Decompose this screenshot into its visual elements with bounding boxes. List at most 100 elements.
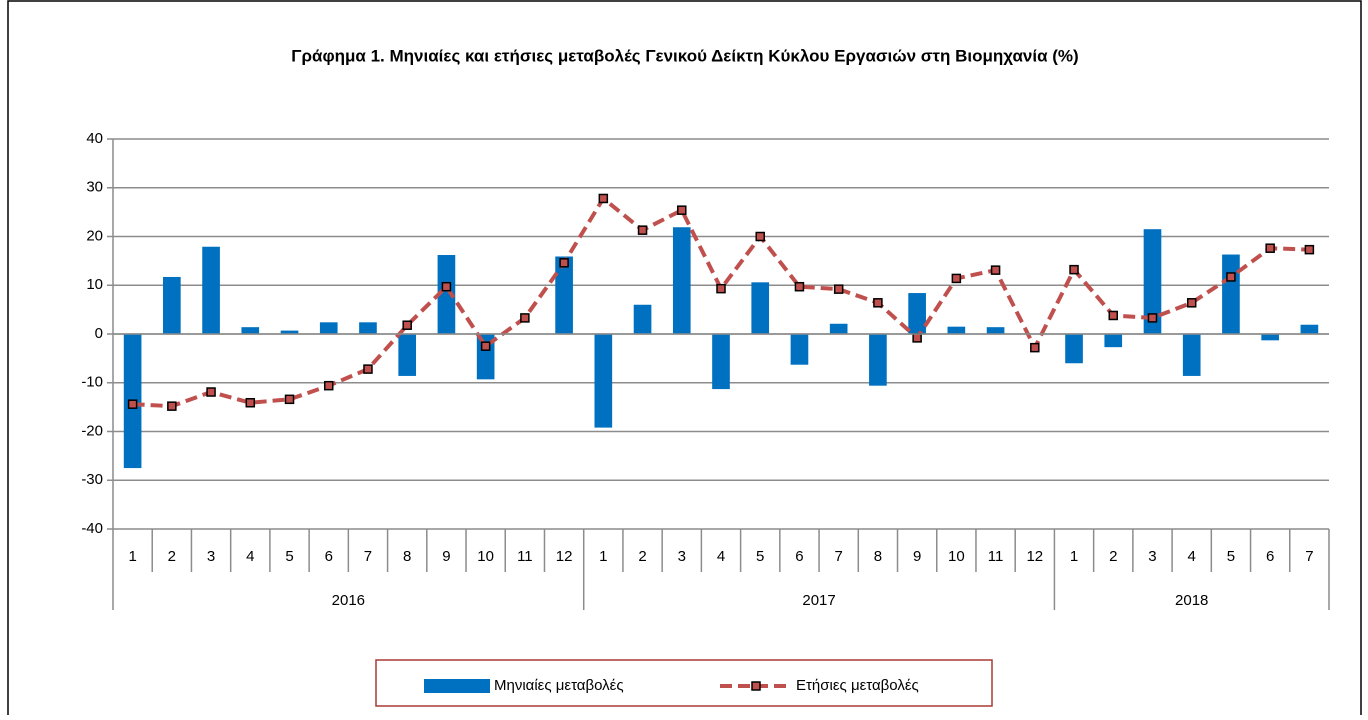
x-tick-label: 1: [599, 548, 607, 565]
bar: [594, 334, 613, 428]
bar: [908, 293, 926, 334]
x-tick-label: 6: [795, 548, 803, 565]
bar: [751, 282, 770, 334]
bar: [1300, 324, 1319, 334]
marker: [441, 281, 452, 292]
x-tick-label: 4: [246, 548, 254, 565]
bar: [790, 334, 809, 365]
bar: [986, 327, 1005, 334]
x-tick-label: 7: [835, 548, 843, 565]
bar: [712, 334, 730, 390]
bar: [633, 304, 652, 334]
legend-marker: [751, 681, 761, 691]
marker: [1108, 310, 1119, 321]
x-tick-label: 2: [638, 548, 646, 565]
legend-label: Μηνιαίες μεταβολές: [494, 677, 624, 694]
marker: [637, 225, 648, 235]
legend-swatch: [424, 679, 490, 693]
marker: [206, 387, 216, 397]
marker: [402, 320, 412, 330]
bar: [869, 334, 887, 386]
y-tick-label: -10: [81, 374, 103, 391]
chart-frame: [7, 0, 1362, 720]
bar: [1065, 334, 1083, 364]
marker: [323, 380, 334, 391]
marker: [833, 284, 844, 294]
x-tick-label: 5: [1227, 548, 1235, 565]
marker: [1226, 272, 1236, 282]
x-tick-label: 2: [1109, 548, 1117, 565]
x-tick-label: 7: [364, 548, 372, 565]
x-tick-label: 10: [477, 548, 494, 565]
marker: [990, 265, 1001, 275]
y-tick-label: -20: [81, 422, 103, 439]
x-tick-label: 9: [442, 548, 450, 565]
marker: [363, 364, 373, 374]
x-tick-label: 5: [285, 548, 293, 565]
x-tick-label: 11: [988, 548, 1004, 565]
bar: [1222, 254, 1240, 334]
marker: [167, 401, 177, 411]
marker: [912, 333, 922, 343]
marker: [716, 283, 726, 294]
chart-title: Γράφημα 1. Μηνιαίες και ετήσιες μεταβολέ…: [291, 46, 1078, 65]
marker: [559, 258, 569, 268]
marker: [677, 205, 687, 215]
bar: [280, 330, 299, 334]
y-tick-label: 30: [86, 179, 103, 196]
x-tick-label: 9: [913, 548, 921, 565]
bar: [947, 326, 966, 334]
x-tick-label: 4: [717, 548, 725, 565]
x-tick-label: 8: [403, 548, 411, 565]
marker: [873, 298, 883, 308]
bar: [202, 246, 220, 334]
x-tick-label: 12: [1026, 548, 1043, 565]
y-tick-label: 10: [86, 276, 103, 293]
group-label: 2016: [332, 592, 365, 609]
bar: [1104, 334, 1123, 348]
marker: [1069, 264, 1079, 275]
y-tick-label: -30: [81, 471, 103, 488]
y-tick-label: 20: [86, 227, 103, 244]
marker: [480, 341, 491, 351]
x-tick-label: 1: [128, 548, 136, 565]
bar: [1143, 229, 1162, 334]
x-tick-label: 11: [517, 548, 533, 565]
x-tick-label: 3: [207, 548, 215, 565]
bar: [319, 322, 338, 334]
x-tick-label: 7: [1305, 548, 1313, 565]
group-label: 2017: [802, 592, 835, 609]
bar: [163, 276, 181, 334]
marker: [127, 399, 138, 409]
x-tick-label: 10: [948, 548, 965, 565]
marker: [794, 281, 805, 292]
marker: [284, 394, 295, 405]
bar: [555, 256, 573, 334]
bar: [241, 327, 260, 334]
marker: [755, 231, 765, 242]
bar: [398, 334, 417, 376]
y-tick-label: 0: [95, 325, 103, 342]
bar: [1182, 334, 1201, 376]
marker: [1265, 243, 1275, 253]
x-tick-label: 1: [1070, 548, 1078, 565]
marker: [1030, 342, 1040, 353]
x-tick-label: 3: [1148, 548, 1156, 565]
bar: [437, 255, 456, 334]
legend-label: Ετήσιες μεταβολές: [796, 677, 919, 694]
y-tick-label: 40: [86, 130, 103, 147]
x-tick-label: 6: [325, 548, 333, 565]
group-label: 2018: [1175, 592, 1208, 609]
x-tick-label: 8: [874, 548, 882, 565]
y-tick-label: -40: [81, 520, 103, 537]
bar: [829, 323, 848, 334]
x-tick-label: 2: [168, 548, 176, 565]
x-tick-label: 3: [678, 548, 686, 565]
bar: [672, 227, 691, 334]
marker: [245, 397, 256, 408]
marker: [951, 273, 962, 284]
x-tick-label: 5: [756, 548, 764, 565]
marker: [1186, 298, 1197, 308]
bar: [1261, 334, 1279, 341]
